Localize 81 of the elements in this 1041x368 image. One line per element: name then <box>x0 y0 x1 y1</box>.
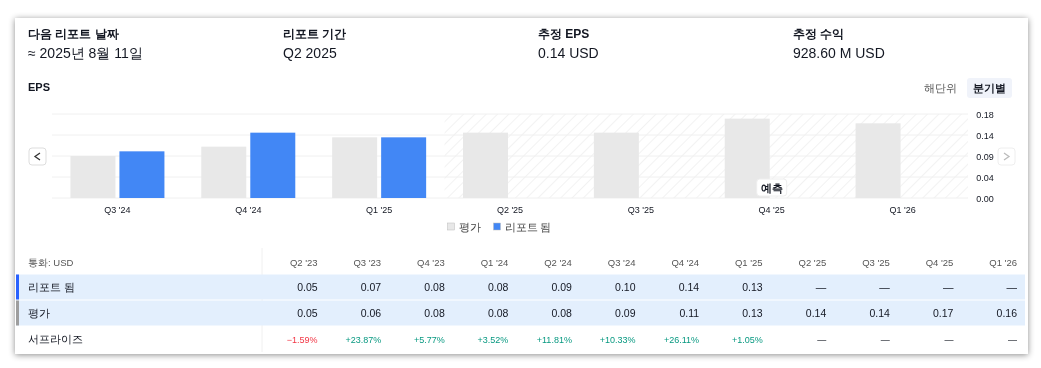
category-label: Q2 '24 <box>544 257 572 268</box>
x-tick-label: Q1 '26 <box>889 205 916 215</box>
data-label: 0.14 <box>678 281 700 293</box>
data-label: — <box>880 335 890 345</box>
text: 통화: USD <box>28 257 74 268</box>
data-label: +10.33% <box>599 335 636 345</box>
data-label: 0.07 <box>360 281 382 293</box>
y-tick-label: 0.14 <box>976 130 994 141</box>
data-label: — <box>815 281 827 293</box>
data-label: 0.16 <box>996 307 1018 319</box>
legend-label: 평가 <box>458 221 481 233</box>
data-label: +26.11% <box>663 335 700 345</box>
data-label: 0.08 <box>487 307 509 319</box>
data-label: — <box>942 281 954 293</box>
category-label: Q2 '23 <box>289 257 318 268</box>
category-label: Q4 '23 <box>417 257 445 268</box>
y-tick-label: 0.04 <box>976 172 994 183</box>
data-label: 0.11 <box>679 307 700 319</box>
data-label: — <box>1008 335 1017 345</box>
data-label: — <box>817 335 827 345</box>
category-label: Q3 '23 <box>353 257 382 268</box>
text: 서프라이즈 <box>28 333 83 345</box>
text: 추정 EPS <box>538 27 590 41</box>
data-label: +1.05% <box>731 335 763 345</box>
x-tick-label: Q4 '24 <box>235 205 262 215</box>
data-label: 0.13 <box>742 281 763 293</box>
data-label: 0.17 <box>932 307 954 319</box>
text: 분기별 <box>973 82 1006 94</box>
data-label: 0.08 <box>551 307 573 319</box>
category-label: Q1 '26 <box>989 257 1017 268</box>
text: Q2 2025 <box>283 45 337 61</box>
data-label: +3.52% <box>477 335 509 345</box>
bar <box>250 132 296 198</box>
category-label: Q4 '25 <box>925 257 954 268</box>
data-label: 0.05 <box>297 307 318 319</box>
chart-title: EPS <box>28 81 51 93</box>
category-label: Q3 '25 <box>862 257 890 268</box>
series-label: 리포트 됨 <box>28 281 75 293</box>
data-label: 0.14 <box>869 307 890 319</box>
y-tick-label: 0.18 <box>976 109 994 120</box>
bar <box>119 151 165 198</box>
x-tick-label: Q3 '25 <box>627 205 654 215</box>
x-tick-label: Q4 '25 <box>758 205 785 215</box>
text: 추정 수익 <box>793 27 845 41</box>
data-label: +23.87% <box>345 335 382 345</box>
x-tick-label: Q2 '25 <box>496 205 524 215</box>
data-label: 0.09 <box>615 307 636 319</box>
data-label: −1.59% <box>286 335 318 345</box>
data-label: 0.14 <box>805 307 827 319</box>
data-label: — <box>879 281 891 293</box>
category-label: Q2 '25 <box>798 257 827 268</box>
text: 리포트 기간 <box>283 27 347 41</box>
text: 다음 리포트 날짜 <box>28 27 119 41</box>
data-label: +11.81% <box>536 335 572 345</box>
data-label: — <box>1006 281 1018 293</box>
category-label: Q3 '24 <box>607 257 636 268</box>
y-tick-label: 0.09 <box>976 151 994 162</box>
legend-label: 리포트 됨 <box>504 221 552 233</box>
x-tick-label: Q1 '25 <box>366 205 393 215</box>
data-label: 0.05 <box>297 281 318 293</box>
band-label: 예측 <box>760 181 783 194</box>
data-label: 0.10 <box>615 281 636 293</box>
data-label: 0.13 <box>742 307 763 319</box>
series-label: 평가 <box>28 307 50 319</box>
data-label: 0.09 <box>551 281 573 293</box>
x-tick-label: Q3 '24 <box>104 205 131 215</box>
category-label: Q4 '24 <box>671 257 700 268</box>
category-label: Q1 '25 <box>734 257 763 268</box>
data-label: 0.08 <box>424 307 445 319</box>
text: ≈ 2025년 8월 11일 <box>28 45 143 61</box>
text: 해단위 <box>924 82 957 94</box>
data-label: 0.08 <box>487 281 509 293</box>
data-label: +5.77% <box>413 335 445 345</box>
category-label: Q1 '24 <box>480 257 509 268</box>
text: 928.60 M USD <box>793 45 885 61</box>
data-label: — <box>944 335 954 345</box>
data-label: 0.06 <box>360 307 382 319</box>
text: 0.14 USD <box>538 45 599 61</box>
y-tick-label: 0.00 <box>976 193 994 204</box>
data-label: 0.08 <box>424 281 445 293</box>
bar <box>381 137 427 198</box>
